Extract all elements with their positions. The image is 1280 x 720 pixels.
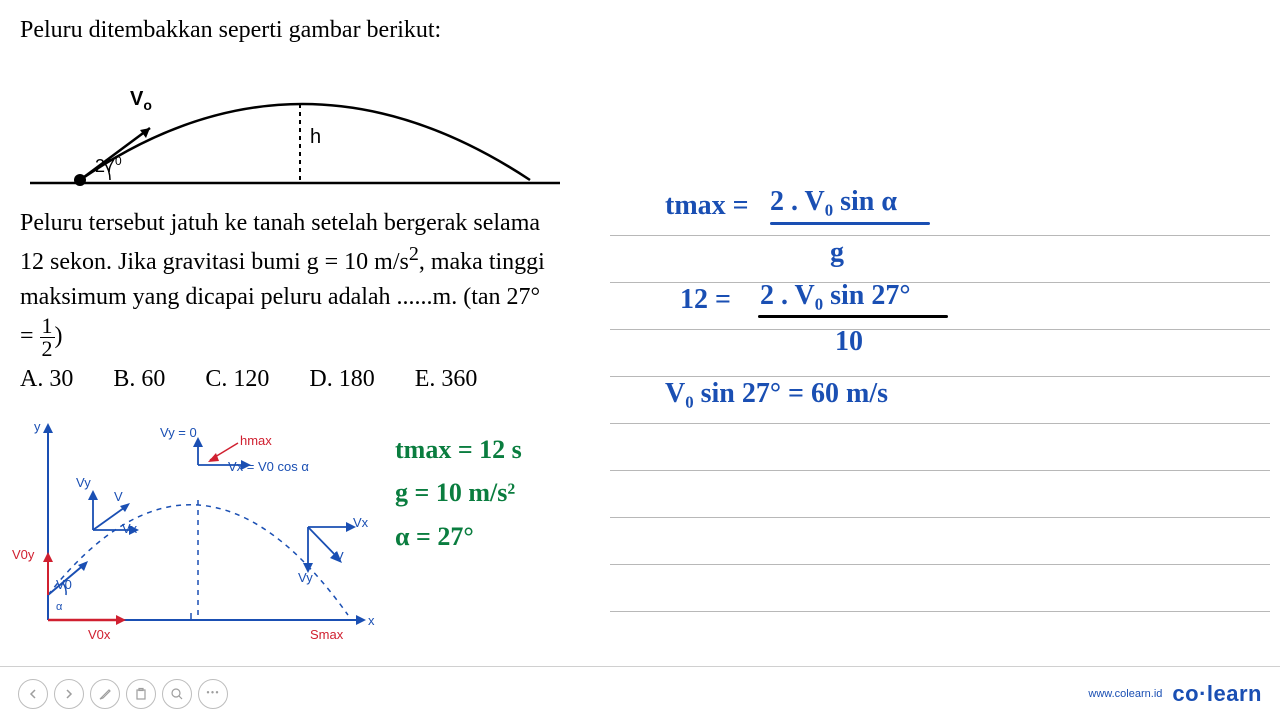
projectile-diagram: Vo 270 h xyxy=(20,58,560,198)
v-label-right: V xyxy=(335,549,344,564)
answer-options: A. 30 B. 60 C. 120 D. 180 E. 360 xyxy=(20,366,640,393)
vx-label-left: Vx xyxy=(122,521,137,536)
brand-logo: co·learn xyxy=(1172,681,1262,707)
alpha-label: α xyxy=(56,601,62,613)
hw-alpha: α = 27° xyxy=(395,522,474,552)
body-line3: maksimum yang dicapai peluru adalah ....… xyxy=(20,280,640,315)
v0-diagram-label: V0 xyxy=(56,577,72,592)
vx-label-right: Vx xyxy=(353,515,368,530)
vy-label-left: Vy xyxy=(76,475,91,490)
problem-body: Peluru tersebut jatuh ke tanah setelah b… xyxy=(20,206,640,360)
vxcos-label: Vx = V0 cos α xyxy=(228,459,309,474)
x-axis-label: x xyxy=(368,613,375,628)
option-c: C. 120 xyxy=(205,366,269,392)
clipboard-button[interactable] xyxy=(126,679,156,709)
hw-eq1-lhs: tmax = xyxy=(665,190,749,222)
h-label: h xyxy=(310,126,321,149)
option-d: D. 180 xyxy=(309,366,374,392)
y-axis-label: y xyxy=(34,419,41,434)
hw-eq1-den: g xyxy=(830,237,844,269)
v0x-label: V0x xyxy=(88,627,110,642)
smax-label: Smax xyxy=(310,627,343,642)
body-line1: Peluru tersebut jatuh ke tanah setelah b… xyxy=(20,206,640,241)
v-label-left: V xyxy=(114,489,123,504)
hw-eq3: V₀ sin 27° = 60 m/s xyxy=(665,378,888,410)
hw-eq2-num: 2 . V₀ sin 27° xyxy=(760,280,911,312)
pen-button[interactable] xyxy=(90,679,120,709)
body-line2: 12 sekon. Jika gravitasi bumi g = 10 m/s… xyxy=(20,240,640,280)
vy-label-right: Vy xyxy=(298,570,313,585)
option-e: E. 360 xyxy=(415,366,478,392)
hw-eq1-num: 2 . V₀ sin α xyxy=(770,186,897,218)
option-a: A. 30 xyxy=(20,366,73,392)
footer-url: www.colearn.id xyxy=(1088,688,1162,700)
hw-g: g = 10 m/s² xyxy=(395,478,515,508)
angle-label: 270 xyxy=(95,154,122,177)
zoom-button[interactable] xyxy=(162,679,192,709)
more-button[interactable]: ••• xyxy=(198,679,228,709)
hw-eq1-frac-line xyxy=(770,222,930,225)
v0-label: Vo xyxy=(130,88,152,113)
footer-bar: ••• www.colearn.id co·learn xyxy=(0,666,1280,720)
reference-diagram: y x Vy = 0 hmax Vx = V0 cos α Vy V Vx Vx… xyxy=(8,415,388,645)
hw-eq2-den: 10 xyxy=(835,326,863,358)
problem-intro: Peluru ditembakkan seperti gambar beriku… xyxy=(20,14,1260,48)
v0y-label: V0y xyxy=(12,547,34,562)
hw-eq2-lhs: 12 = xyxy=(680,284,731,316)
hmax-label: hmax xyxy=(240,433,272,448)
body-line4: = 12) xyxy=(20,315,640,360)
vy0-label: Vy = 0 xyxy=(160,425,197,440)
option-b: B. 60 xyxy=(113,366,165,392)
next-button[interactable] xyxy=(54,679,84,709)
prev-button[interactable] xyxy=(18,679,48,709)
hw-tmax: tmax = 12 s xyxy=(395,435,522,465)
hw-eq2-frac-line xyxy=(758,315,948,318)
